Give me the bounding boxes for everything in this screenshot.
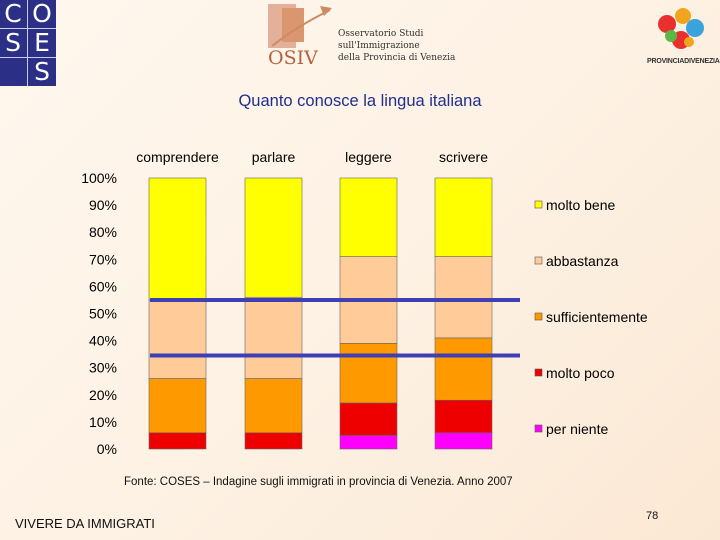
y-tick-label: 100% xyxy=(81,170,117,186)
category-label: scrivere xyxy=(439,149,488,165)
legend-swatch xyxy=(534,200,543,209)
bar-segment xyxy=(148,299,207,379)
legend-label: molto poco xyxy=(546,365,615,381)
coses-letter: O xyxy=(32,0,52,28)
y-tick-label: 50% xyxy=(89,306,117,322)
stacked-bar-chart: 0% 10% 20% 30% 40% 50% 60% 70% 80% 90% 100% compre… xyxy=(81,149,648,457)
bar-segment xyxy=(434,399,493,434)
reference-lines xyxy=(150,297,520,358)
legend-label: abbastanza xyxy=(546,253,619,269)
bar-segment xyxy=(434,256,493,339)
coses-letter: S xyxy=(34,57,50,86)
y-tick-label: 40% xyxy=(89,333,117,349)
footer-title: VIVERE DA IMMIGRATI xyxy=(15,516,155,531)
bar-segment xyxy=(434,337,493,401)
bar-segment xyxy=(148,432,207,450)
y-tick-label: 80% xyxy=(89,224,117,240)
osiv-logo: OSIV Osservatorio Studi sull'Immigrazion… xyxy=(262,2,455,70)
bar-segment xyxy=(148,378,207,434)
y-tick-label: 20% xyxy=(89,387,117,403)
y-axis: 0% 10% 20% 30% 40% 50% 60% 70% 80% 90% 100% xyxy=(81,170,117,457)
page-number: 78 xyxy=(646,510,659,522)
source-note: Fonte: COSES – Indagine sugli immigrati … xyxy=(124,476,513,488)
category-label: leggere xyxy=(345,149,392,165)
y-tick-label: 30% xyxy=(89,360,117,376)
legend-swatch xyxy=(534,368,543,377)
osiv-name: Osservatorio Studi sull'Immigrazione del… xyxy=(338,28,455,64)
bar-segment xyxy=(148,177,207,301)
y-tick-label: 60% xyxy=(89,278,117,294)
plot-area xyxy=(148,177,493,450)
coses-letter: E xyxy=(34,28,50,57)
legend-swatch xyxy=(534,312,543,321)
bar-segment xyxy=(339,402,398,436)
osiv-line: della Provincia di Venezia xyxy=(338,53,456,63)
category-label: parlare xyxy=(252,149,296,165)
provincia-logo: PROVINCIADIVENEZIA xyxy=(645,2,720,70)
y-tick-label: 90% xyxy=(89,197,117,213)
legend-swatch xyxy=(534,256,543,265)
coses-logo: C O S E S xyxy=(0,0,56,86)
provincia-text: PROVINCIADIVENEZIA xyxy=(647,58,720,65)
bar-segment xyxy=(339,343,398,404)
osiv-logo-text: OSIV xyxy=(268,47,318,68)
bar-segment xyxy=(244,296,303,379)
coses-letter: S xyxy=(5,28,21,57)
bar-segment xyxy=(244,432,303,450)
provincia-emblem xyxy=(658,8,704,49)
coses-letter: C xyxy=(4,0,22,28)
legend-label: sufficientemente xyxy=(546,309,648,325)
y-tick-label: 0% xyxy=(97,441,117,457)
bar-segment xyxy=(244,378,303,434)
bar-segment xyxy=(434,177,493,257)
osiv-line: sull'Immigrazione xyxy=(338,41,420,51)
category-label: comprendere xyxy=(136,149,219,165)
x-axis-labels: comprendere parlare leggere scrivere xyxy=(136,149,488,165)
bar-segment xyxy=(339,177,398,257)
bar-segment xyxy=(339,435,398,450)
osiv-line: Osservatorio Studi xyxy=(338,29,424,39)
legend: molto bene abbastanza sufficientemente molt… xyxy=(534,197,648,437)
bar-segment xyxy=(244,177,303,298)
y-tick-label: 10% xyxy=(89,414,117,430)
y-tick-label: 70% xyxy=(89,251,117,267)
bar-segment xyxy=(434,432,493,450)
legend-label: per niente xyxy=(546,421,608,437)
osiv-emblem: OSIV xyxy=(268,4,332,68)
chart-title: Quanto conosce la lingua italiana xyxy=(238,92,482,110)
legend-label: molto bene xyxy=(546,197,615,213)
legend-swatch xyxy=(534,424,543,433)
